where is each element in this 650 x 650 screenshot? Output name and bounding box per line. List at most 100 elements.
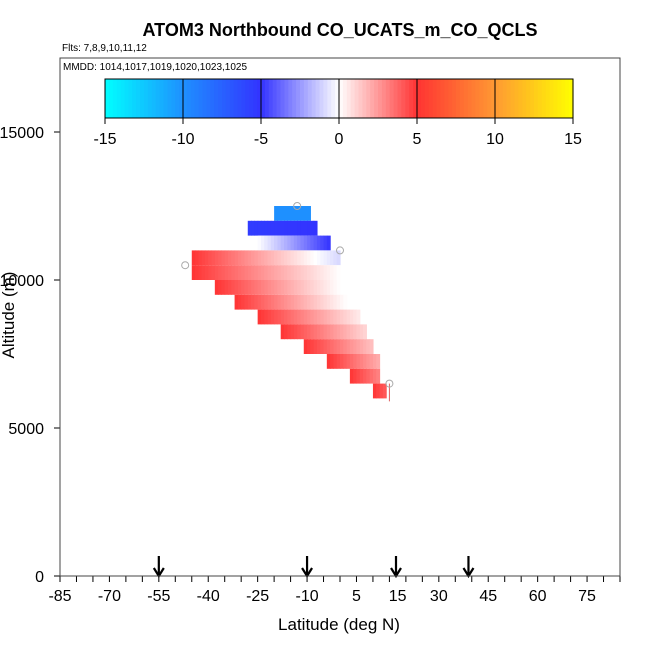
data-cell — [316, 250, 321, 266]
data-cell — [307, 294, 311, 310]
data-cell — [313, 265, 318, 280]
data-cell — [353, 368, 358, 384]
colorbar-segment — [537, 79, 543, 118]
data-cell — [356, 354, 361, 369]
data-cell — [267, 265, 272, 280]
data-cell — [251, 250, 255, 266]
data-cell — [241, 250, 246, 266]
data-cell — [310, 220, 315, 236]
data-cell — [280, 265, 285, 280]
data-cell — [323, 265, 328, 280]
data-cell — [287, 206, 292, 221]
data-cell — [293, 206, 298, 221]
colorbar-segment — [144, 79, 149, 118]
data-cell — [326, 309, 331, 325]
data-cell — [224, 265, 229, 280]
plot-area — [181, 202, 394, 402]
colorbar-segment — [225, 79, 231, 118]
colorbar-segment — [526, 79, 531, 118]
data-cell — [274, 280, 279, 295]
data-cell — [376, 383, 381, 399]
data-cell — [280, 220, 285, 236]
data-cell — [346, 324, 351, 340]
colorbar-segment — [280, 79, 285, 118]
data-cell — [241, 294, 246, 310]
data-cell — [336, 324, 341, 340]
data-cell — [251, 220, 255, 236]
colorbar-segment — [448, 79, 453, 118]
data-cell — [363, 339, 367, 354]
colorbar-segment — [479, 79, 484, 118]
x-axis-label: Latitude (deg N) — [278, 615, 400, 634]
data-cell — [303, 265, 308, 280]
data-cell — [313, 309, 318, 325]
data-cell — [310, 324, 315, 340]
x-tick-label: -70 — [98, 588, 121, 605]
data-cell — [214, 280, 219, 295]
data-cell — [270, 265, 275, 280]
colorbar-segment — [510, 79, 516, 118]
colorbar-segment — [378, 79, 383, 118]
data-cell — [310, 309, 315, 325]
x-tick-label: 5 — [352, 588, 361, 605]
data-cell — [237, 280, 242, 295]
colorbar-segment — [549, 79, 555, 118]
colorbar-segment — [331, 79, 336, 118]
colorbar-segment — [151, 79, 157, 118]
colorbar-segment — [237, 79, 243, 118]
colorbar-segment — [171, 79, 176, 118]
data-cell — [303, 220, 308, 236]
data-cell — [231, 280, 236, 295]
colorbar-tick-label: -5 — [254, 131, 268, 148]
colorbar-segment — [253, 79, 258, 118]
data-cell — [333, 309, 338, 325]
data-cell — [284, 235, 288, 251]
data-cell — [323, 280, 328, 295]
data-cell — [376, 368, 381, 384]
data-cell — [323, 250, 328, 266]
colorbar-segment — [183, 79, 188, 118]
data-cell — [241, 280, 246, 295]
data-cell — [336, 309, 341, 325]
colorbar-segment — [456, 79, 461, 118]
colorbar-segment — [284, 79, 289, 118]
data-cell — [231, 250, 236, 266]
data-cell — [316, 294, 321, 310]
colorbar-segment — [370, 79, 375, 118]
data-cell — [353, 309, 358, 325]
colorbar-segment — [342, 79, 348, 118]
data-cell — [307, 235, 311, 251]
data-cell — [277, 294, 282, 310]
colorbar-segment — [502, 79, 508, 118]
data-cell — [211, 265, 216, 280]
marker-circle — [293, 202, 302, 210]
data-cell — [316, 280, 321, 295]
data-cell — [363, 354, 367, 369]
data-cell — [231, 265, 236, 280]
colorbar-segment — [346, 79, 352, 118]
data-cell — [260, 294, 265, 310]
colorbar-segment — [136, 79, 141, 118]
colorbar-segment — [206, 79, 211, 118]
data-cell — [300, 250, 305, 266]
colorbar-segment — [432, 79, 438, 118]
data-cell — [251, 294, 255, 310]
data-cell — [287, 294, 292, 310]
colorbar-segment — [303, 79, 309, 118]
colorbar-segment — [506, 79, 512, 118]
data-cell — [310, 250, 315, 266]
data-cell — [287, 324, 292, 340]
data-cell — [214, 250, 219, 266]
data-cell — [336, 339, 341, 354]
colorbar-segment — [362, 79, 367, 118]
data-cell — [336, 354, 341, 369]
data-cell — [274, 294, 279, 310]
data-cell — [257, 235, 262, 251]
data-cell — [316, 309, 321, 325]
data-cell — [287, 309, 292, 325]
data-cell — [340, 339, 344, 354]
data-cell — [320, 324, 325, 340]
data-cell — [287, 265, 292, 280]
data-cell — [293, 309, 298, 325]
data-cell — [260, 265, 265, 280]
